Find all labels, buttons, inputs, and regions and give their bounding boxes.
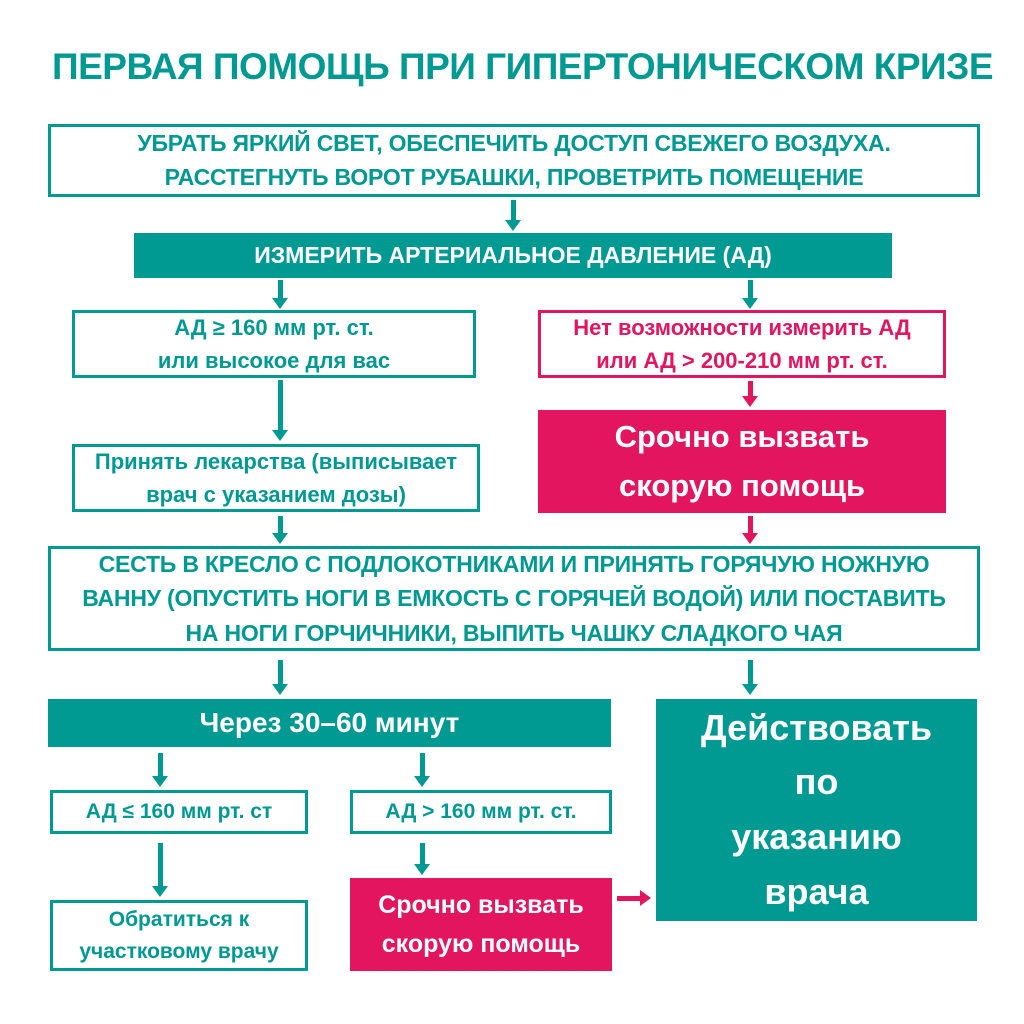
box-cannot-measure-line1: Нет возможности измерить АД — [573, 315, 911, 340]
box-sit-in-chair: СЕСТЬ В КРЕСЛО С ПОДЛОКОТНИКАМИ И ПРИНЯТ… — [48, 546, 980, 651]
arrow-cannot-measure-to-ambulance — [742, 381, 758, 407]
box-follow-doctor-orders-line2: по — [794, 761, 839, 803]
box-after-30-60-min: Через 30–60 минут — [48, 699, 611, 747]
box-bp-high-160: АД ≥ 160 мм рт. ст. или высокое для вас — [72, 310, 476, 378]
box-remove-bright-light-line2: РАССТЕГНУТЬ ВОРОТ РУБАШКИ, ПРОВЕТРИТЬ ПО… — [164, 163, 864, 190]
box-remove-bright-light: УБРАТЬ ЯРКИЙ СВЕТ, ОБЕСПЕЧИТЬ ДОСТУП СВЕ… — [48, 124, 980, 197]
arrow-sit-to-wait — [272, 660, 288, 695]
box-contact-local-doctor-line2: участковому врачу — [79, 939, 279, 963]
arrow-wait-to-bp-low — [152, 753, 168, 787]
box-follow-doctor-orders-line1: Действовать — [701, 706, 932, 748]
box-bp-above-160: АД > 160 мм рт. ст. — [350, 790, 612, 834]
arrow-bp-high-to-medicine — [272, 380, 288, 441]
box-sit-in-chair-line2: ВАННУ (ОПУСТИТЬ НОГИ В ЕМКОСТЬ С ГОРЯЧЕЙ… — [82, 585, 946, 612]
arrow-bp-low-to-local-doctor — [152, 843, 168, 897]
arrow-wait-to-bp-still-high — [414, 753, 430, 787]
box-bp-below-160-label: АД ≤ 160 мм рт. ст — [85, 800, 273, 823]
box-contact-local-doctor-line1: Обратиться к — [108, 908, 250, 931]
box-take-medicine-line1: Принять лекарства (выписывает — [94, 449, 458, 474]
box-bp-high-160-line2: или высокое для вас — [157, 348, 391, 373]
box-contact-local-doctor: Обратиться к участковому врачу — [50, 900, 308, 971]
box-remove-bright-light-line1: УБРАТЬ ЯРКИЙ СВЕТ, ОБЕСПЕЧИТЬ ДОСТУП СВЕ… — [137, 130, 891, 157]
arrow-medicine-to-sit — [272, 516, 288, 544]
box-call-ambulance-top: Срочно вызвать скорую помощь — [538, 410, 946, 513]
arrow-measure-to-cannot-measure — [742, 280, 758, 309]
box-bp-above-160-label: АД > 160 мм рт. ст. — [385, 800, 577, 823]
box-take-medicine: Принять лекарства (выписывает врач с ука… — [72, 444, 480, 512]
box-cannot-measure: Нет возможности измерить АД или АД > 200… — [538, 310, 946, 378]
box-bp-high-160-line1: АД ≥ 160 мм рт. ст. — [174, 315, 374, 340]
box-after-30-60-min-label: Через 30–60 минут — [199, 707, 460, 738]
box-measure-bp: ИЗМЕРИТЬ АРТЕРИАЛЬНОЕ ДАВЛЕНИЕ (АД) — [134, 233, 892, 278]
box-follow-doctor-orders: Действовать по указанию врача — [656, 699, 977, 921]
arrow-sit-to-follow-doctor — [742, 660, 758, 695]
box-call-ambulance-top-line1: Срочно вызвать — [614, 419, 870, 455]
box-call-ambulance-top-line2: скорую помощь — [618, 467, 866, 503]
box-call-ambulance-bottom-line1: Срочно вызвать — [378, 890, 584, 919]
box-take-medicine-line2: врач с указанием дозы) — [146, 482, 406, 507]
arrow-step1-to-measure — [505, 200, 521, 231]
arrow-measure-to-bp-high — [272, 280, 288, 309]
box-bp-below-160: АД ≤ 160 мм рт. ст — [50, 790, 308, 834]
box-sit-in-chair-line3: НА НОГИ ГОРЧИЧНИКИ, ВЫПИТЬ ЧАШКУ СЛАДКОГ… — [185, 619, 843, 646]
box-call-ambulance-bottom-line2: скорую помощь — [381, 929, 581, 958]
box-cannot-measure-line2: или АД > 200-210 мм рт. ст. — [596, 348, 888, 373]
box-sit-in-chair-line1: СЕСТЬ В КРЕСЛО С ПОДЛОКОТНИКАМИ И ПРИНЯТ… — [98, 550, 930, 577]
box-follow-doctor-orders-line4: врача — [764, 870, 869, 912]
box-call-ambulance-bottom: Срочно вызвать скорую помощь — [350, 878, 612, 971]
arrow-bp-high-to-ambulance-bottom — [414, 843, 430, 875]
box-follow-doctor-orders-line3: указанию — [731, 816, 902, 857]
page-title: ПЕРВАЯ ПОМОЩЬ ПРИ ГИПЕРТОНИЧЕСКОМ КРИЗЕ — [52, 46, 994, 87]
box-measure-bp-label: ИЗМЕРИТЬ АРТЕРИАЛЬНОЕ ДАВЛЕНИЕ (АД) — [254, 242, 772, 268]
arrow-ambulance-to-sit — [742, 516, 758, 544]
arrow-ambulance-bottom-to-follow-doctor — [617, 890, 651, 906]
